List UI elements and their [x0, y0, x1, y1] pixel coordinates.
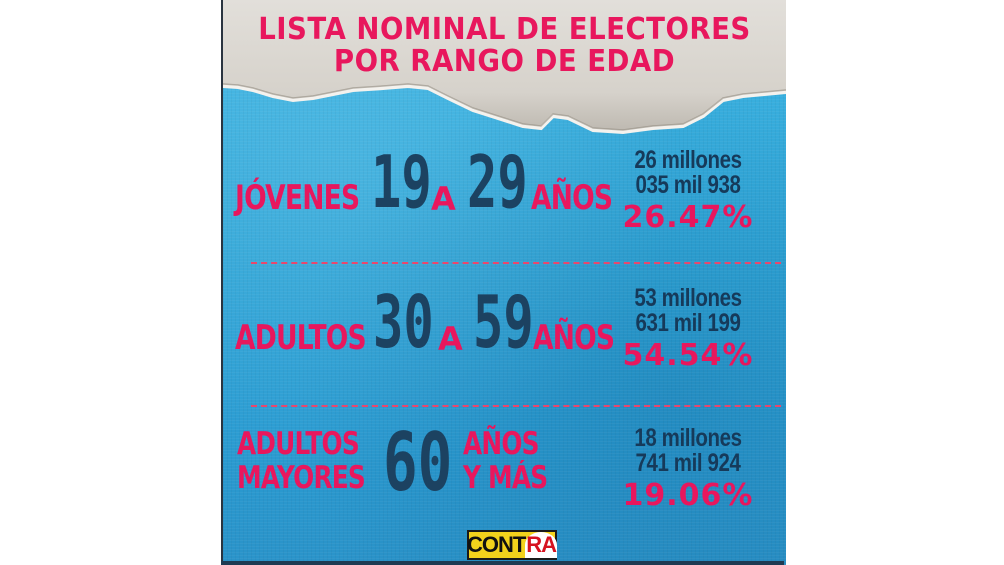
age-unit: AÑOS — [531, 178, 613, 218]
infographic-poster: LISTA NOMINAL DE ELECTORES POR RANGO DE … — [221, 0, 786, 565]
percent-value: 19.06% — [622, 478, 754, 513]
logo-text-red: RA — [525, 532, 558, 558]
age-unit: AÑOS — [533, 318, 615, 358]
age-connector: A — [431, 180, 456, 218]
percent-value: 26.47% — [622, 200, 754, 235]
age-connector: A — [438, 320, 463, 358]
page-title: LISTA NOMINAL DE ELECTORES POR RANGO DE … — [223, 14, 786, 78]
stat-block: 53 millones 631 mil 199 54.54% — [618, 286, 758, 374]
count-millions: 26 millones — [634, 146, 742, 174]
torn-paper-header — [223, 0, 786, 160]
age-unit-line-1: AÑOS — [463, 426, 539, 462]
stat-block: 18 millones 741 mil 924 19.06% — [618, 426, 758, 514]
logo-text-black: CONT — [466, 532, 526, 557]
dashed-divider — [251, 405, 781, 407]
title-line-1: LISTA NOMINAL DE ELECTORES — [258, 12, 751, 47]
age-from: 30 — [373, 280, 434, 364]
group-label: ADULTOS — [235, 318, 367, 358]
count-thousands: 741 mil 924 — [635, 449, 741, 477]
contra-logo: CONT RA — [466, 530, 558, 560]
count-millions: 18 millones — [634, 424, 742, 452]
count-millions: 53 millones — [634, 284, 742, 312]
count-thousands: 631 mil 199 — [635, 309, 741, 337]
age-to: 29 — [467, 140, 528, 224]
title-line-2: POR RANGO DE EDAD — [333, 44, 676, 79]
stat-block: 26 millones 035 mil 938 26.47% — [618, 148, 758, 236]
age-from: 19 — [371, 140, 432, 224]
bottom-border — [221, 561, 784, 565]
age-to: 59 — [473, 280, 534, 364]
age-from: 60 — [383, 416, 453, 509]
dashed-divider — [251, 262, 781, 264]
group-label-line-1: ADULTOS — [237, 426, 360, 462]
count-thousands: 035 mil 938 — [635, 171, 741, 199]
group-label: JÓVENES — [235, 178, 360, 218]
percent-value: 54.54% — [622, 338, 754, 373]
group-label-line-2: MAYORES — [237, 460, 366, 496]
age-unit-line-2: Y MÁS — [463, 460, 548, 496]
